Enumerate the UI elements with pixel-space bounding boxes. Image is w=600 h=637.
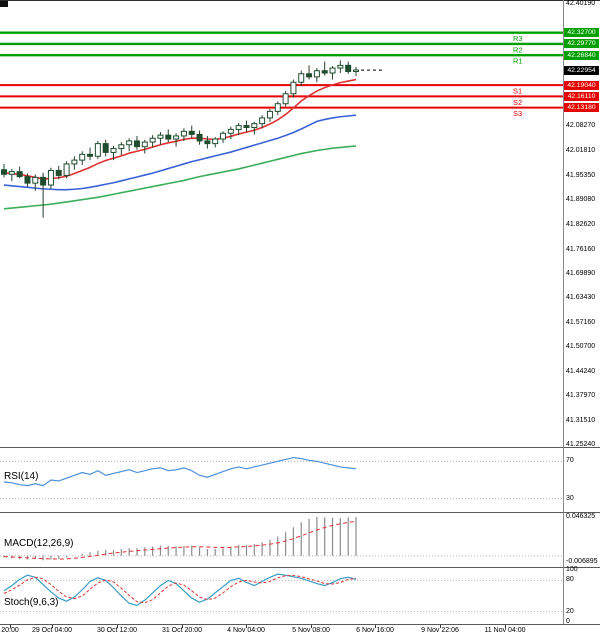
- candle-body: [8, 171, 15, 175]
- panel-separator[interactable]: [0, 624, 600, 625]
- ma-mid-line: [3, 114, 357, 191]
- panel-separator[interactable]: [0, 567, 600, 568]
- candle-body: [63, 163, 70, 176]
- candle-body: [235, 125, 242, 130]
- resistance-level-label: R3: [513, 34, 523, 43]
- candle-body: [251, 123, 258, 128]
- candle-body: [79, 153, 86, 161]
- candle-body: [126, 140, 133, 146]
- support-level-label: S1: [513, 87, 522, 96]
- candle-body: [180, 130, 187, 137]
- candle-body: [220, 132, 227, 140]
- stoch-indicator-label: Stoch(9,6,3): [4, 597, 59, 608]
- macd-indicator-label: MACD(12,26,9): [4, 538, 74, 549]
- candle-body: [188, 130, 195, 135]
- candle-body: [212, 138, 219, 145]
- candle-body: [337, 64, 344, 69]
- candle-body: [306, 73, 313, 78]
- candle-body: [32, 176, 39, 184]
- candle-body: [157, 134, 164, 139]
- macd-signal-line: [3, 520, 357, 560]
- candle-body: [118, 144, 125, 150]
- rsi-indicator-label: RSI(14): [4, 471, 39, 482]
- candle-body: [1, 169, 7, 175]
- candle-body: [47, 169, 54, 186]
- resistance-level-label: R1: [513, 57, 523, 66]
- panel-separator[interactable]: [0, 447, 600, 448]
- candle-body: [24, 176, 31, 184]
- candle-body: [274, 103, 281, 112]
- candle-body: [259, 117, 266, 125]
- candle-body: [353, 69, 359, 72]
- candle-body: [266, 110, 273, 119]
- candle-body: [133, 140, 140, 148]
- candle-body: [204, 140, 211, 145]
- candle-body: [173, 135, 180, 140]
- candle-body: [40, 176, 47, 186]
- candle-body: [55, 169, 62, 176]
- rsi-line: [3, 456, 357, 487]
- candle-body: [282, 93, 289, 105]
- candle-body: [94, 143, 101, 157]
- ma-slow-line: [3, 145, 357, 210]
- support-level-label: S3: [513, 109, 522, 118]
- candle-body: [243, 125, 250, 128]
- candle-body: [227, 128, 234, 134]
- ma-fast-line: [3, 78, 357, 180]
- candle-body: [329, 67, 336, 74]
- candle-body: [87, 153, 94, 157]
- candle-body: [102, 143, 109, 153]
- candle-body: [110, 148, 117, 153]
- candle-body: [196, 133, 203, 142]
- window-top-border: [0, 0, 600, 1]
- stoch-d-line: [3, 574, 357, 604]
- stoch-k-line: [3, 573, 357, 607]
- candle-body: [298, 73, 305, 83]
- panel-separator[interactable]: [0, 512, 600, 513]
- candle-body: [321, 70, 328, 74]
- candle-body: [313, 70, 320, 78]
- candle-body: [149, 137, 156, 143]
- candle-body: [71, 159, 78, 165]
- candle-body: [345, 64, 352, 72]
- candle-body: [290, 81, 297, 95]
- candle-body: [16, 171, 23, 178]
- price-scale-border: [563, 0, 564, 624]
- candle-body: [165, 134, 172, 140]
- resistance-level-label: R2: [513, 45, 523, 54]
- candle-body: [141, 141, 148, 148]
- chart-shift-marker: [0, 1, 8, 7]
- support-level-label: S2: [513, 98, 522, 107]
